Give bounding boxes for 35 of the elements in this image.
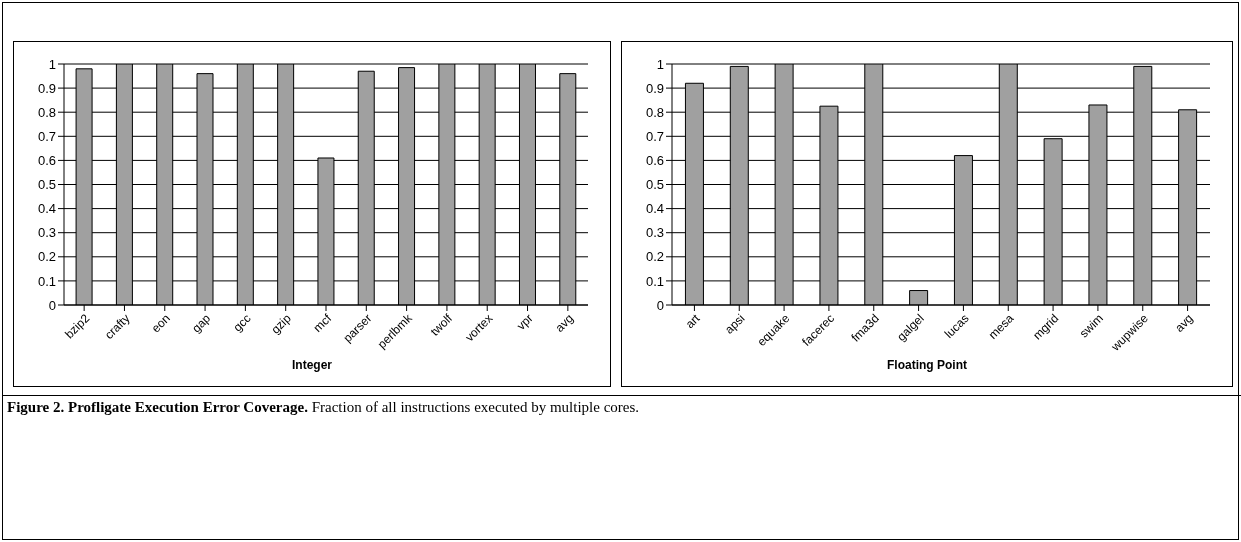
y-tick-label: 0.6 — [37, 153, 56, 169]
x-tick-label: eon — [148, 311, 173, 336]
y-tick-label: 0.5 — [645, 177, 664, 193]
caption: Figure 2. Profligate Execution Error Coverage. — [7, 399, 309, 415]
y-tick-label: 0.1 — [645, 273, 664, 289]
y-tick-label: 0.4 — [37, 201, 56, 217]
x-tick-label: gcc — [230, 311, 254, 335]
text: Fraction of all instructions executed by multiple cores. — [311, 399, 640, 415]
x-tick-label: art — [682, 310, 704, 332]
x-tick-label: avg — [552, 311, 576, 335]
y-tick-label: 0 — [656, 297, 664, 313]
x-axis-title: Floating Point — [886, 358, 968, 372]
x-tick-label: gzip — [268, 311, 295, 337]
y-tick-label: 0.3 — [37, 225, 56, 241]
y-tick-label: 0.3 — [645, 225, 664, 241]
y-tick-label: 0.7 — [37, 128, 56, 144]
x-axis-title: Integer — [291, 358, 333, 372]
y-tick-label: 0.1 — [37, 273, 56, 289]
y-tick-label: 0.5 — [37, 177, 56, 193]
x-tick-label: gap — [189, 311, 214, 336]
y-tick-label: 1 — [656, 56, 664, 72]
y-tick-label: 1 — [48, 56, 56, 72]
y-tick-label: 0.4 — [645, 201, 664, 217]
y-tick-label: 0.9 — [37, 80, 56, 96]
y-tick-label: 0.9 — [645, 80, 664, 96]
y-tick-label: 0.8 — [645, 104, 664, 120]
y-tick-label: 0.8 — [37, 104, 56, 120]
y-tick-label: 0.2 — [645, 249, 664, 265]
x-tick-label: vpr — [514, 311, 536, 333]
x-tick-label: mcf — [310, 310, 335, 335]
y-tick-label: 0 — [48, 297, 56, 313]
x-tick-label: avg — [1172, 311, 1196, 335]
y-tick-label: 0.7 — [645, 128, 664, 144]
y-tick-label: 0.2 — [37, 249, 56, 265]
y-tick-label: 0.6 — [645, 153, 664, 169]
